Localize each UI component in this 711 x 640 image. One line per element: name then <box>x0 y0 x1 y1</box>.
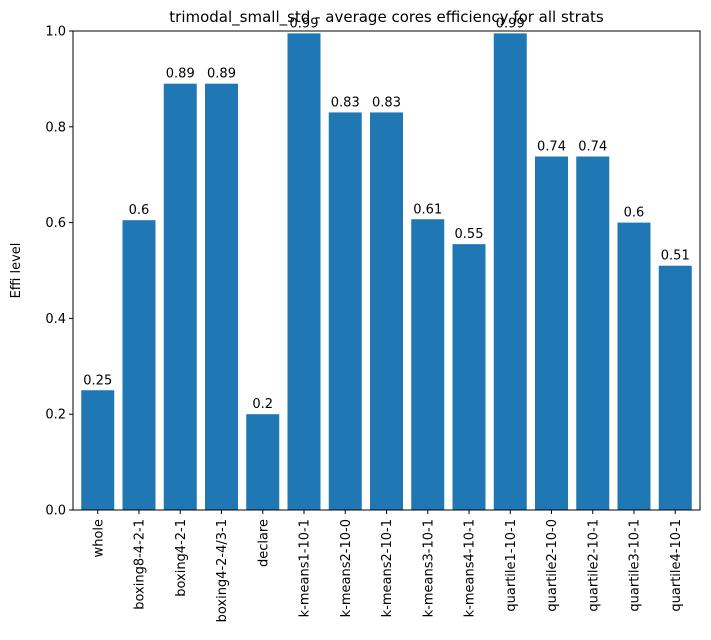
bar-quartile1-10-1 <box>493 33 527 510</box>
x-tick-label: quartile4-10-1 <box>669 519 684 612</box>
y-tick-label: 0.6 <box>45 216 66 231</box>
y-axis: 0.0 0.2 0.4 0.6 0.8 1.0 <box>45 25 73 519</box>
data-label-whole: 0.25 <box>83 373 112 388</box>
bar-declare <box>246 414 280 510</box>
data-label-boxing8-4-2-1: 0.6 <box>129 203 150 218</box>
bars-layer <box>81 33 692 511</box>
bar-k-means1-10-1 <box>287 33 321 510</box>
x-tick-label: k-means2-10-1 <box>380 519 395 617</box>
y-tick-label: 0.2 <box>45 408 66 423</box>
data-label-boxing4-2-4/3-1: 0.89 <box>207 67 236 82</box>
bar-quartile2-10-1 <box>576 156 610 510</box>
bar-whole <box>81 390 115 510</box>
x-tick-label: quartile3-10-1 <box>628 519 643 612</box>
bar-quartile2-10-0 <box>535 156 568 510</box>
chart-title: trimodal_small_std - average cores effic… <box>169 8 604 27</box>
bar-quartile4-10-1 <box>658 265 692 510</box>
y-tick-label: 0.0 <box>45 504 66 519</box>
data-label-quartile2-10-0: 0.74 <box>537 140 566 155</box>
y-tick-label: 0.8 <box>45 120 66 135</box>
data-label-k-means2-10-0: 0.83 <box>331 95 360 110</box>
x-tick-label: boxing4-2-4/3-1 <box>215 519 230 622</box>
x-tick-label: quartile1-10-1 <box>504 519 519 612</box>
x-tick-label: k-means2-10-0 <box>339 519 354 617</box>
data-label-k-means4-10-1: 0.55 <box>455 227 484 242</box>
bar-boxing8-4-2-1 <box>122 220 156 510</box>
bar-k-means3-10-1 <box>411 219 445 510</box>
bar-boxing4-2-1 <box>163 83 197 510</box>
data-label-quartile4-10-1: 0.51 <box>661 249 690 264</box>
data-label-quartile1-10-1: 0.99 <box>496 16 525 31</box>
data-label-k-means3-10-1: 0.61 <box>413 202 442 217</box>
x-tick-label: k-means3-10-1 <box>421 519 436 617</box>
y-tick-label: 0.4 <box>45 312 66 327</box>
x-tick-label: declare <box>256 519 271 567</box>
x-axis: whole boxing8-4-2-1 boxing4-2-1 boxing4-2-4… <box>91 510 684 622</box>
y-tick-label: 1.0 <box>45 25 66 40</box>
data-labels-layer: 0.25 0.6 0.89 0.89 0.2 0.99 0.83 0.83 0.61 0.55 0.… <box>83 16 689 412</box>
bar-k-means2-10-1 <box>370 112 403 511</box>
x-tick-label: k-means1-10-1 <box>298 519 313 617</box>
data-label-declare: 0.2 <box>252 397 273 412</box>
data-label-quartile3-10-1: 0.6 <box>624 206 645 221</box>
x-tick-label: k-means4-10-1 <box>463 519 478 617</box>
x-tick-label: boxing4-2-1 <box>174 519 189 597</box>
x-tick-label: quartile2-10-0 <box>545 519 560 612</box>
plot-frame <box>72 30 701 511</box>
data-label-quartile2-10-1: 0.74 <box>578 140 607 155</box>
bar-boxing4-2-4/3-1 <box>205 83 238 510</box>
data-label-k-means1-10-1: 0.99 <box>290 16 319 31</box>
x-tick-label: whole <box>91 519 106 557</box>
x-tick-label: quartile2-10-1 <box>586 519 601 612</box>
data-label-k-means2-10-1: 0.83 <box>372 95 401 110</box>
data-label-boxing4-2-1: 0.89 <box>166 67 195 82</box>
bar-quartile3-10-1 <box>617 222 651 510</box>
bar-k-means2-10-0 <box>328 112 362 511</box>
bar-k-means4-10-1 <box>452 244 486 510</box>
y-axis-label: Effi level <box>9 243 24 299</box>
x-tick-label: boxing8-4-2-1 <box>133 519 148 610</box>
